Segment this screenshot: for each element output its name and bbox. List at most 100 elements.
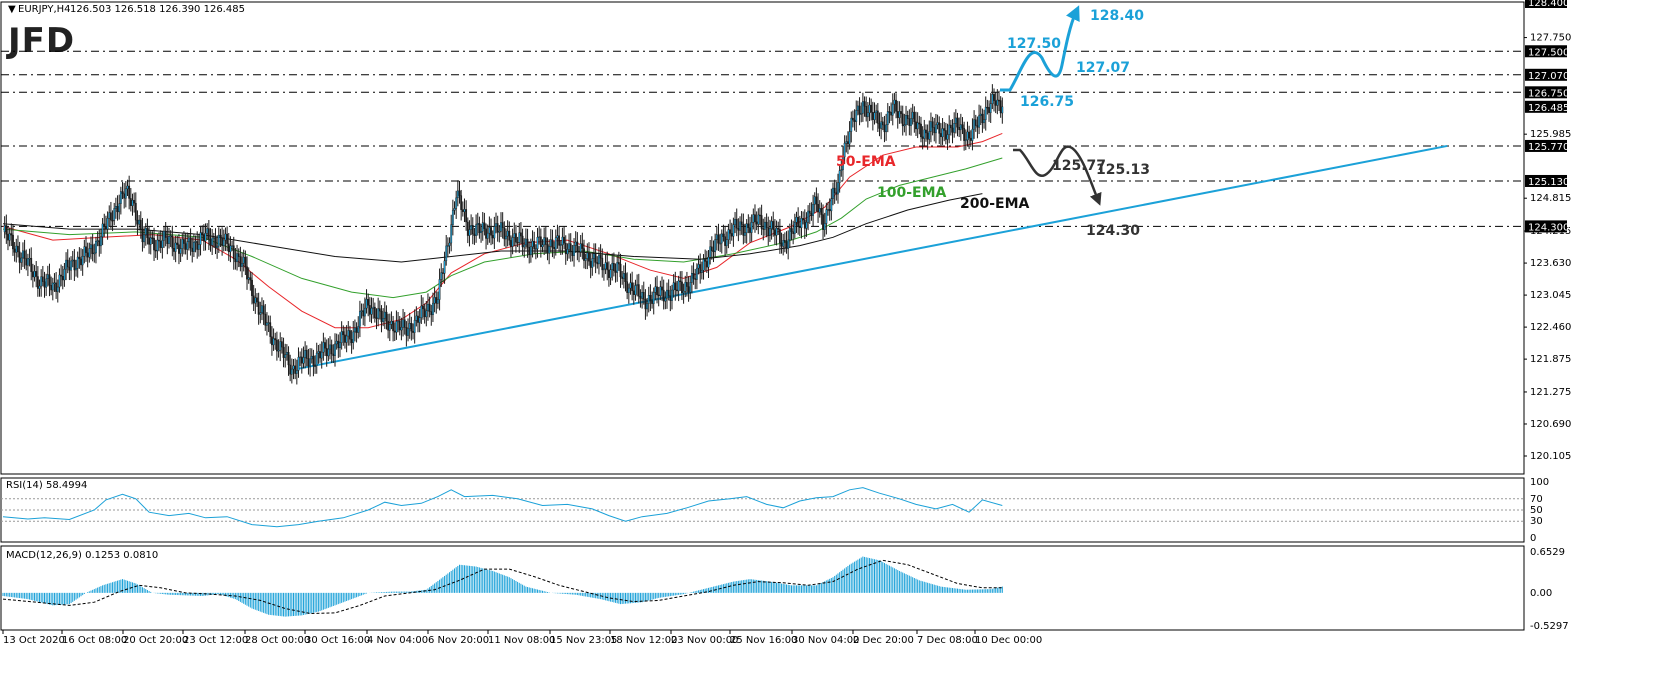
candle-body [895, 99, 897, 112]
candle-body [335, 340, 338, 345]
annotation-127-07: 127.07 [1076, 60, 1130, 76]
candle-body [963, 128, 966, 141]
candle-body [642, 292, 645, 300]
candle-body [378, 308, 381, 312]
candle-body [377, 308, 380, 319]
candle-body [438, 279, 441, 300]
candle-body [13, 248, 16, 253]
candle-body [294, 365, 297, 374]
time-tick-label: 4 Nov 04:00 [367, 635, 428, 646]
candle-body [216, 245, 219, 249]
candle-body [159, 240, 162, 248]
candle-body [60, 274, 63, 277]
candle-body [709, 246, 712, 258]
scenario-arrows [1000, 5, 1102, 206]
candle-body [256, 297, 258, 303]
candle-body [515, 233, 517, 243]
candle-body [583, 248, 585, 261]
candle-body [309, 358, 311, 367]
candle-body [41, 276, 44, 282]
candle-body [632, 290, 635, 295]
candle-body [234, 258, 237, 263]
candle-body [534, 248, 537, 250]
candle-body [878, 123, 881, 129]
candle-body [222, 239, 225, 246]
candle-body [25, 258, 28, 266]
candle-body [601, 257, 604, 271]
candle-body [666, 289, 668, 299]
candle-body [729, 229, 731, 234]
candle-body [292, 365, 295, 370]
price-badge [1525, 220, 1567, 233]
candle-body [365, 299, 368, 309]
candle-body [720, 233, 723, 244]
time-tick-label: 23 Nov 00:00 [671, 635, 738, 646]
rsi-levels [1, 498, 1524, 522]
candle-body [933, 127, 936, 134]
candle-body [875, 110, 878, 113]
price-tick-label: 123.630 [1530, 258, 1571, 269]
candle-body [853, 119, 856, 122]
candle-body [470, 225, 473, 230]
candle-body [324, 342, 326, 349]
candle-body [757, 214, 760, 225]
candle-body [626, 281, 629, 293]
candle-body [649, 295, 652, 301]
candle-body [229, 245, 232, 253]
candle-body [948, 124, 951, 135]
candle-body [184, 243, 187, 250]
candle-body [724, 236, 727, 246]
candle-body [866, 112, 869, 118]
price-badge [1525, 0, 1567, 8]
candle-body [350, 339, 353, 344]
candle-body [148, 237, 150, 245]
rsi-series-line [2, 487, 1003, 528]
candle-body [936, 122, 939, 126]
candle-body [772, 221, 775, 231]
candle-body [558, 235, 561, 246]
candle-body [863, 101, 866, 107]
annotation-125-77: 125.77 [1052, 158, 1106, 174]
candle-body [830, 198, 833, 212]
candle-body [1001, 106, 1004, 114]
candle-body [531, 240, 534, 247]
candle-body [822, 214, 824, 230]
candle-body [284, 354, 287, 358]
candle-body [314, 365, 316, 367]
candle-body [727, 229, 730, 240]
macd-signal [2, 559, 1003, 615]
candle-body [705, 261, 708, 268]
candle-body [463, 209, 466, 212]
candle-body [543, 237, 546, 246]
price-badge-label: 126.750 [1528, 88, 1569, 99]
candle-body [345, 335, 348, 343]
candle-body [672, 282, 675, 291]
candle-body [911, 111, 914, 119]
candle-body [802, 218, 805, 221]
candle-body [113, 208, 116, 221]
candle-body [427, 303, 429, 312]
candle-body [43, 281, 46, 288]
candle-body [432, 302, 434, 316]
candle-body [38, 285, 41, 289]
candle-body [606, 262, 609, 271]
candle-body [191, 247, 194, 252]
candle-body [641, 292, 644, 299]
candle-body [154, 249, 157, 252]
candle-body [90, 244, 92, 249]
candle-body [70, 260, 72, 271]
candle-body [226, 233, 228, 244]
symbol-triangle-icon[interactable]: ▼ [8, 4, 16, 15]
candle-body [491, 235, 494, 239]
candle-body [397, 320, 399, 323]
candle-body [589, 260, 592, 268]
candle-body [392, 321, 394, 332]
candle-body [700, 269, 703, 273]
candle-body [754, 214, 756, 223]
candle-body [173, 248, 175, 252]
candle-body [385, 311, 388, 322]
candle-body [783, 240, 786, 243]
candle-body [164, 230, 167, 238]
candle-body [682, 291, 685, 294]
